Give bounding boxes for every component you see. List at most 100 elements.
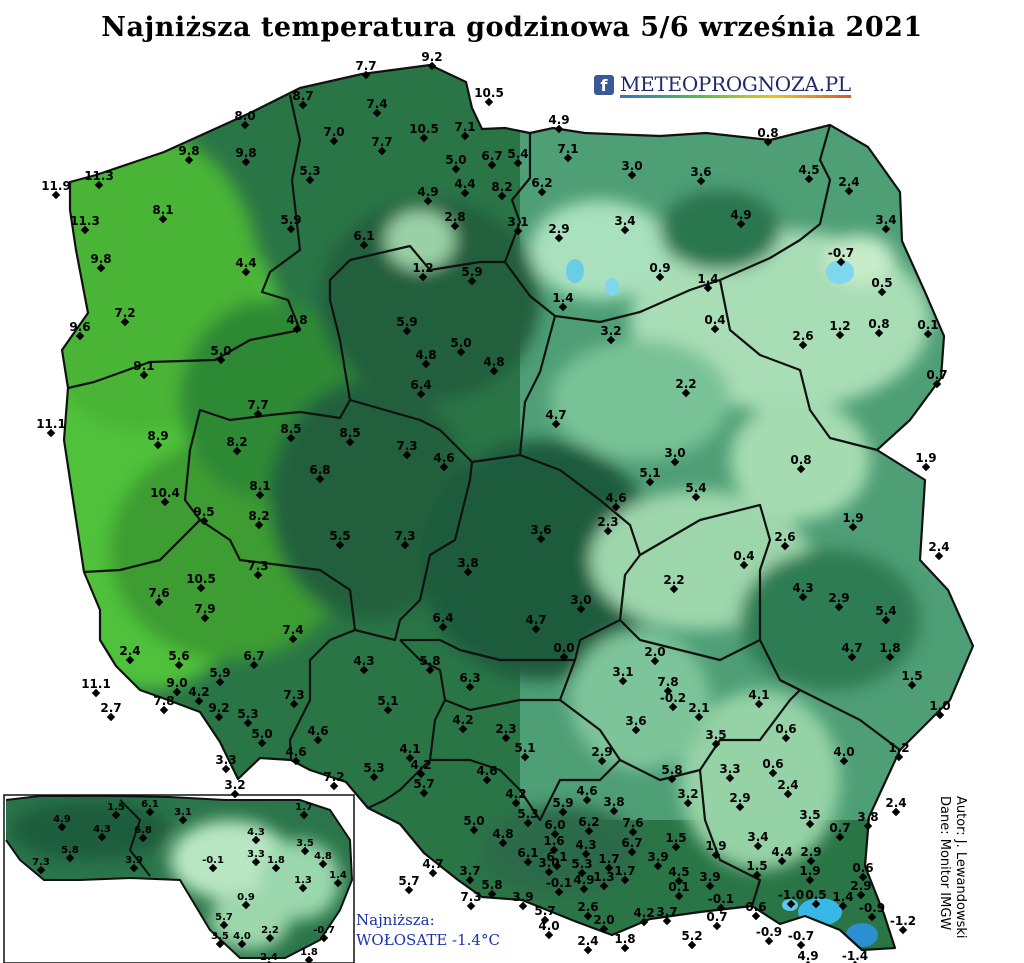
station-temperature-label: 3.3 [247, 849, 265, 860]
station-marker-icon [780, 541, 790, 551]
station-marker-icon [669, 584, 679, 594]
station-temperature-label: 7.1 [557, 142, 578, 156]
station-marker-icon [805, 875, 815, 885]
station-marker-icon [400, 540, 410, 550]
brand-logo[interactable]: f METEOPROGNOZA.PL [594, 70, 851, 100]
station-marker-icon [421, 359, 431, 369]
station-temperature-label: 4.6 [605, 491, 626, 505]
station-temperature-label: 8.2 [226, 435, 247, 449]
station-temperature-label: 6.4 [432, 611, 453, 625]
station-temperature-label: 4.3 [792, 581, 813, 595]
station-temperature-label: 4.3 [575, 838, 596, 852]
station-marker-icon [460, 188, 470, 198]
station-labels: 9.2 7.7 10.5 8.7 7.4 8.0 4.9 10.5 7.1 0.8 7.0 7.7 9.… [36, 50, 950, 963]
station-temperature-label: 2.4 [928, 540, 949, 554]
station-temperature-label: 6.7 [243, 649, 264, 663]
station-marker-icon [716, 903, 726, 913]
station-marker-icon [653, 861, 663, 871]
station-temperature-label: 3.5 [296, 838, 314, 849]
station-marker-icon [501, 733, 511, 743]
station-marker-icon [935, 710, 945, 720]
station-temperature-label: 1.8 [879, 641, 900, 655]
station-temperature-label: 4.0 [233, 931, 251, 942]
station-temperature-label: 3.2 [224, 778, 245, 792]
station-temperature-label: 5.1 [639, 466, 660, 480]
station-marker-icon [255, 490, 265, 500]
station-temperature-label: 5.9 [280, 213, 301, 227]
station-temperature-label: 8.2 [491, 180, 512, 194]
station-temperature-label: 7.3 [247, 559, 268, 573]
station-temperature-label: 9.5 [193, 505, 214, 519]
station-temperature-label: 7.9 [194, 602, 215, 616]
station-marker-icon [257, 738, 267, 748]
station-temperature-label: 3.9 [647, 850, 668, 864]
station-marker-icon [777, 856, 787, 866]
station-temperature-label: 3.4 [747, 830, 768, 844]
station-marker-icon [867, 912, 877, 922]
station-temperature-label: 1.9 [842, 511, 863, 525]
station-temperature-label: -1.2 [890, 914, 916, 928]
station-marker-icon [402, 450, 412, 460]
station-marker-icon [335, 540, 345, 550]
station-temperature-label: 4.3 [93, 824, 111, 835]
station-marker-icon [184, 155, 194, 165]
station-temperature-label: 1.5 [901, 669, 922, 683]
station-temperature-label: 2.6 [577, 900, 598, 914]
station-marker-icon [523, 857, 533, 867]
station-temperature-label: 3.5 [211, 931, 229, 942]
station-temperature-label: 11.9 [41, 179, 71, 193]
station-marker-icon [423, 196, 433, 206]
station-marker-icon [329, 136, 339, 146]
station-marker-icon [439, 462, 449, 472]
station-temperature-label: 2.4 [885, 796, 906, 810]
station-marker-icon [712, 921, 722, 931]
station-temperature-label: 6.1 [546, 850, 567, 864]
station-marker-icon [549, 845, 559, 855]
station-temperature-label: 0.8 [868, 317, 889, 331]
station-marker-icon [639, 917, 649, 927]
station-marker-icon [628, 827, 638, 837]
facebook-icon[interactable]: f [594, 75, 614, 95]
station-marker-icon [559, 652, 569, 662]
station-temperature-label: 2.8 [444, 210, 465, 224]
station-marker-icon [898, 925, 908, 935]
station-temperature-label: 5.0 [450, 336, 471, 350]
station-marker-icon [51, 190, 61, 200]
station-temperature-label: 6.2 [578, 815, 599, 829]
station-marker-icon [627, 847, 637, 857]
station-marker-icon [891, 807, 901, 817]
station-temperature-label: 3.2 [677, 787, 698, 801]
station-temperature-label: 6.4 [410, 378, 431, 392]
station-marker-icon [463, 567, 473, 577]
station-temperature-label: 4.6 [307, 724, 328, 738]
author-credit: Autor: J. Lewandowski [953, 796, 968, 939]
station-temperature-label: 5.5 [329, 529, 350, 543]
station-marker-icon [544, 930, 554, 940]
site-name[interactable]: METEOPROGNOZA.PL [620, 71, 851, 98]
station-temperature-label: 4.9 [417, 185, 438, 199]
station-marker-icon [805, 819, 815, 829]
station-marker-icon [425, 665, 435, 675]
station-temperature-label: 6.1 [353, 229, 374, 243]
station-temperature-label: 1.3 [294, 875, 312, 886]
station-marker-icon [241, 157, 251, 167]
station-marker-icon [427, 61, 437, 71]
station-temperature-label: 5.8 [61, 845, 79, 856]
station-marker-icon [458, 724, 468, 734]
station-marker-icon [735, 802, 745, 812]
station-temperature-label: 4.7 [545, 408, 566, 422]
station-marker-icon [858, 872, 868, 882]
station-marker-icon [907, 680, 917, 690]
station-temperature-label: 7.4 [282, 623, 303, 637]
station-temperature-label: 5.3 [517, 807, 538, 821]
station-marker-icon [558, 807, 568, 817]
station-marker-icon [304, 955, 314, 963]
station-temperature-label: 4.6 [576, 784, 597, 798]
station-temperature-label: 0.5 [871, 276, 892, 290]
station-temperature-label: 1.8 [614, 932, 635, 946]
station-temperature-label: 6.0 [544, 818, 565, 832]
station-marker-icon [577, 868, 587, 878]
station-temperature-label: 4.6 [476, 764, 497, 778]
station-temperature-label: 5.0 [463, 814, 484, 828]
station-temperature-label: 2.4 [119, 644, 140, 658]
